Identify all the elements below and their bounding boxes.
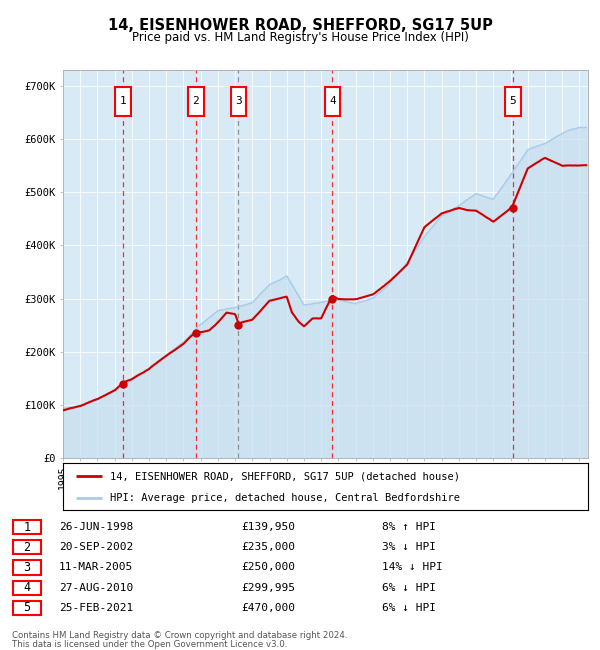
FancyBboxPatch shape (230, 87, 246, 116)
FancyBboxPatch shape (325, 87, 340, 116)
Text: This data is licensed under the Open Government Licence v3.0.: This data is licensed under the Open Gov… (12, 640, 287, 649)
Text: 2: 2 (193, 96, 199, 107)
Text: 3: 3 (23, 561, 31, 574)
Text: Price paid vs. HM Land Registry's House Price Index (HPI): Price paid vs. HM Land Registry's House … (131, 31, 469, 44)
FancyBboxPatch shape (13, 580, 41, 595)
Text: £250,000: £250,000 (241, 562, 295, 573)
FancyBboxPatch shape (13, 540, 41, 554)
Text: £235,000: £235,000 (241, 542, 295, 552)
Text: Contains HM Land Registry data © Crown copyright and database right 2024.: Contains HM Land Registry data © Crown c… (12, 630, 347, 640)
Text: 3: 3 (235, 96, 242, 107)
Text: 4: 4 (23, 581, 31, 594)
Text: £470,000: £470,000 (241, 603, 295, 613)
Text: 20-SEP-2002: 20-SEP-2002 (59, 542, 133, 552)
FancyBboxPatch shape (188, 87, 203, 116)
Text: £299,995: £299,995 (241, 582, 295, 593)
Text: 14% ↓ HPI: 14% ↓ HPI (382, 562, 443, 573)
Text: 8% ↑ HPI: 8% ↑ HPI (382, 522, 436, 532)
FancyBboxPatch shape (505, 87, 521, 116)
Text: 14, EISENHOWER ROAD, SHEFFORD, SG17 5UP (detached house): 14, EISENHOWER ROAD, SHEFFORD, SG17 5UP … (110, 471, 460, 481)
Text: 6% ↓ HPI: 6% ↓ HPI (382, 603, 436, 613)
Text: 1: 1 (119, 96, 126, 107)
Text: 27-AUG-2010: 27-AUG-2010 (59, 582, 133, 593)
Text: 25-FEB-2021: 25-FEB-2021 (59, 603, 133, 613)
Text: £139,950: £139,950 (241, 522, 295, 532)
Text: 3% ↓ HPI: 3% ↓ HPI (382, 542, 436, 552)
Text: 1: 1 (23, 521, 31, 534)
Text: 6% ↓ HPI: 6% ↓ HPI (382, 582, 436, 593)
Text: 26-JUN-1998: 26-JUN-1998 (59, 522, 133, 532)
Text: 2: 2 (23, 541, 31, 554)
Text: 14, EISENHOWER ROAD, SHEFFORD, SG17 5UP: 14, EISENHOWER ROAD, SHEFFORD, SG17 5UP (107, 18, 493, 33)
Text: 5: 5 (510, 96, 517, 107)
Text: 5: 5 (23, 601, 31, 614)
Text: HPI: Average price, detached house, Central Bedfordshire: HPI: Average price, detached house, Cent… (110, 493, 460, 502)
FancyBboxPatch shape (115, 87, 131, 116)
Text: 4: 4 (329, 96, 336, 107)
FancyBboxPatch shape (13, 560, 41, 575)
FancyBboxPatch shape (13, 601, 41, 615)
FancyBboxPatch shape (13, 520, 41, 534)
Text: 11-MAR-2005: 11-MAR-2005 (59, 562, 133, 573)
